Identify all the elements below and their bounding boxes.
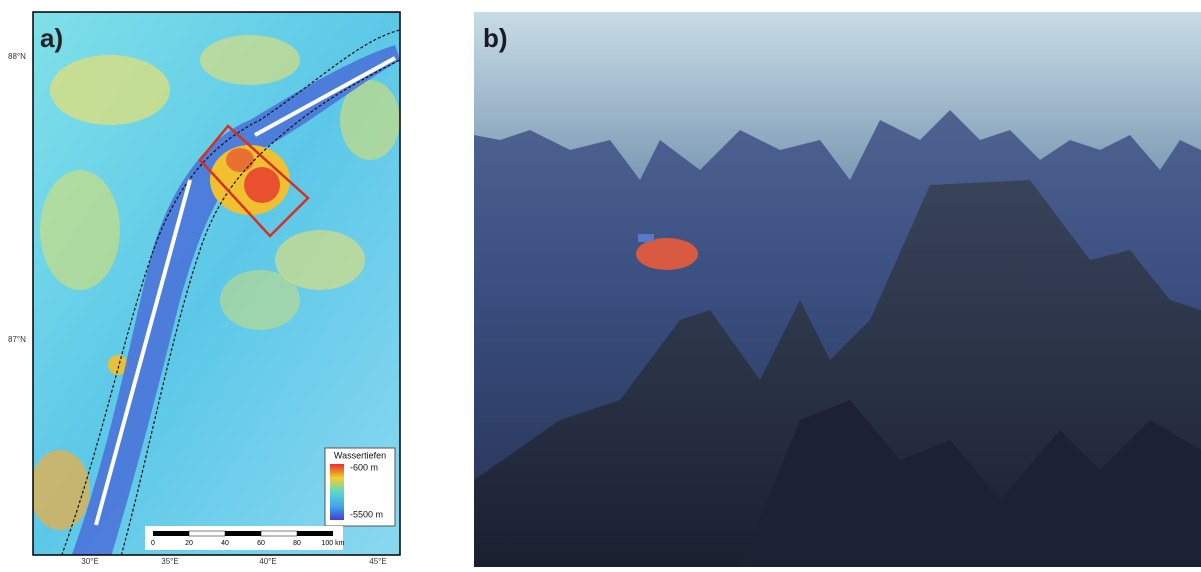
lon-label: 40°E [259, 557, 276, 566]
seamounts [474, 180, 1201, 567]
lon-label: 45°E [369, 557, 386, 566]
legend-title: Wassertiefen [334, 450, 386, 460]
legend-min: -5500 m [350, 509, 383, 519]
panel-label: a) [40, 23, 63, 53]
bathymetry [33, 29, 400, 555]
scale-label: 60 [257, 540, 265, 547]
legend: Wassertiefen -600 m -5500 m [324, 447, 396, 527]
scale-label: 100 km [322, 540, 345, 547]
lon-label: 30°E [81, 557, 98, 566]
scale-bar: 0 20 40 60 80 100 km [145, 526, 345, 550]
scale-label: 40 [221, 540, 229, 547]
panel-label: b) [483, 23, 508, 53]
map-panel: a) 88°N 87°N 30°E 35°E 40°E 45°E Wassert… [8, 11, 401, 566]
lon-label: 35°E [161, 557, 178, 566]
scale-label: 20 [185, 540, 193, 547]
foreground-rocks [740, 400, 1201, 567]
sea-ice [474, 12, 1201, 180]
submarine-fin [638, 234, 654, 242]
map-frame [32, 11, 401, 556]
legend-max: -600 m [350, 462, 378, 472]
lat-label: 87°N [8, 335, 26, 344]
scale-label: 80 [293, 540, 301, 547]
render-panel: b) [474, 12, 1201, 567]
legend-colorbar [330, 464, 344, 520]
scale-label: 0 [151, 540, 155, 547]
lat-label: 88°N [8, 52, 26, 61]
submarine [636, 238, 698, 270]
scale-box [145, 526, 343, 550]
